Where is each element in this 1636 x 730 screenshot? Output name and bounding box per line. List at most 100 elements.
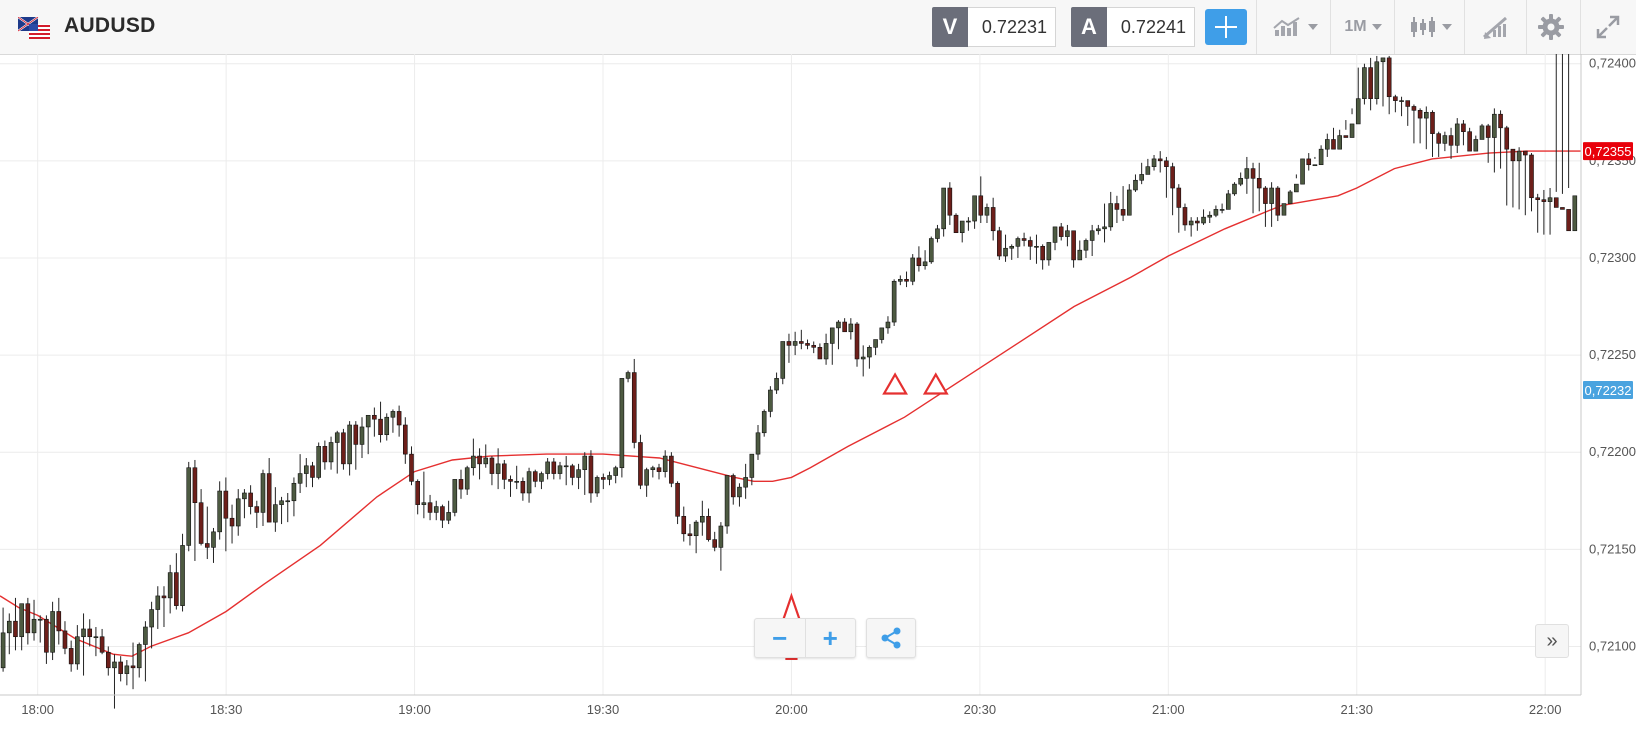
candle-body <box>502 463 507 480</box>
candle-body <box>180 545 185 606</box>
candle <box>143 621 148 682</box>
crosshair-button[interactable] <box>1205 9 1247 45</box>
x-tick-label: 20:00 <box>775 702 808 717</box>
candle <box>539 471 544 490</box>
candle-body <box>669 455 674 484</box>
candle <box>260 469 266 527</box>
price-chart[interactable]: 0,72100 0,72150 0,72200 0,72250 0,72300 0,723… <box>0 54 1636 730</box>
candle <box>1424 106 1429 150</box>
candle <box>359 417 365 459</box>
candle-body <box>359 426 365 445</box>
candle <box>873 339 878 356</box>
indicators-button[interactable] <box>1262 2 1328 52</box>
drawing-tools-button[interactable] <box>1466 2 1524 52</box>
candle <box>1126 184 1132 216</box>
candle-body <box>75 636 80 665</box>
candle-body <box>792 341 798 346</box>
candle-body <box>594 477 600 494</box>
candle-body <box>724 475 730 527</box>
candle <box>1461 120 1466 146</box>
candle-body <box>13 620 18 638</box>
candle-body <box>192 467 198 503</box>
candle <box>464 465 470 495</box>
candle <box>1343 120 1349 138</box>
candle-body <box>427 502 433 513</box>
candle <box>204 506 210 560</box>
candle-body <box>1176 187 1182 208</box>
candle <box>0 607 6 672</box>
candle <box>502 459 507 490</box>
share-button[interactable] <box>866 618 916 658</box>
candle-body <box>928 238 934 263</box>
candle-body <box>953 214 959 234</box>
candle-body <box>242 492 247 500</box>
candle-body <box>303 465 309 474</box>
chart-type-dropdown[interactable] <box>1398 2 1462 52</box>
candle <box>211 527 216 563</box>
candle <box>440 504 445 528</box>
toolbar-divider <box>1256 0 1257 54</box>
candle <box>1300 158 1305 185</box>
candle-body <box>1368 67 1373 99</box>
candle <box>1015 236 1021 258</box>
candle-body <box>415 481 420 505</box>
candle-body <box>328 442 334 463</box>
candle <box>891 279 897 326</box>
candle <box>1318 145 1324 166</box>
candle-body <box>1331 139 1336 150</box>
candle <box>854 322 860 367</box>
candle-body <box>935 228 940 239</box>
timeframe-dropdown[interactable]: 1M <box>1334 2 1392 52</box>
candle-body <box>25 603 31 634</box>
candle-body <box>1263 187 1268 204</box>
candle-body <box>143 626 148 645</box>
candle-body <box>997 230 1002 257</box>
candle-body <box>1244 168 1250 179</box>
candle <box>588 450 594 503</box>
candle-body <box>836 321 841 329</box>
candle <box>229 504 235 544</box>
candle-body <box>1058 226 1064 237</box>
x-tick-label: 20:30 <box>964 702 997 717</box>
candle <box>978 176 984 223</box>
candle <box>136 642 142 678</box>
sell-price: 0.72231 <box>968 7 1056 47</box>
scroll-to-latest-button[interactable]: » <box>1535 624 1569 658</box>
fullscreen-button[interactable] <box>1584 2 1632 52</box>
candle <box>1547 188 1553 235</box>
candle <box>656 463 662 480</box>
candle <box>1195 217 1200 231</box>
candle-body <box>1355 98 1361 125</box>
sell-price-box[interactable]: V 0.72231 <box>932 7 1056 47</box>
candle <box>62 621 68 655</box>
candle <box>421 471 427 519</box>
candle-body <box>31 618 37 634</box>
candle <box>266 458 272 523</box>
candle <box>1145 158 1151 175</box>
candle <box>1467 127 1472 152</box>
zoom-out-button[interactable]: − <box>755 619 805 657</box>
buy-price-box[interactable]: A 0.72241 <box>1071 7 1195 47</box>
candle-body <box>477 455 482 465</box>
candle <box>25 597 31 645</box>
candle-body <box>390 411 396 418</box>
candle-body <box>353 424 359 445</box>
candle-body <box>607 475 612 480</box>
candle <box>130 642 136 690</box>
candle-body <box>112 661 117 669</box>
triangle-up-annotation <box>882 372 908 395</box>
settings-button[interactable] <box>1528 2 1574 52</box>
candle-body <box>322 446 328 463</box>
candle-body <box>1467 131 1472 152</box>
candle-body <box>768 389 773 412</box>
zoom-in-button[interactable]: + <box>804 619 856 657</box>
candle-body <box>1374 61 1380 99</box>
candle <box>87 619 93 647</box>
candle-body <box>1083 240 1089 251</box>
candle-body <box>136 644 142 669</box>
candle-body <box>693 521 699 537</box>
candle <box>1331 127 1336 150</box>
toolbar-divider <box>1526 0 1527 54</box>
candle <box>1151 155 1157 171</box>
candle-body <box>1566 209 1571 232</box>
